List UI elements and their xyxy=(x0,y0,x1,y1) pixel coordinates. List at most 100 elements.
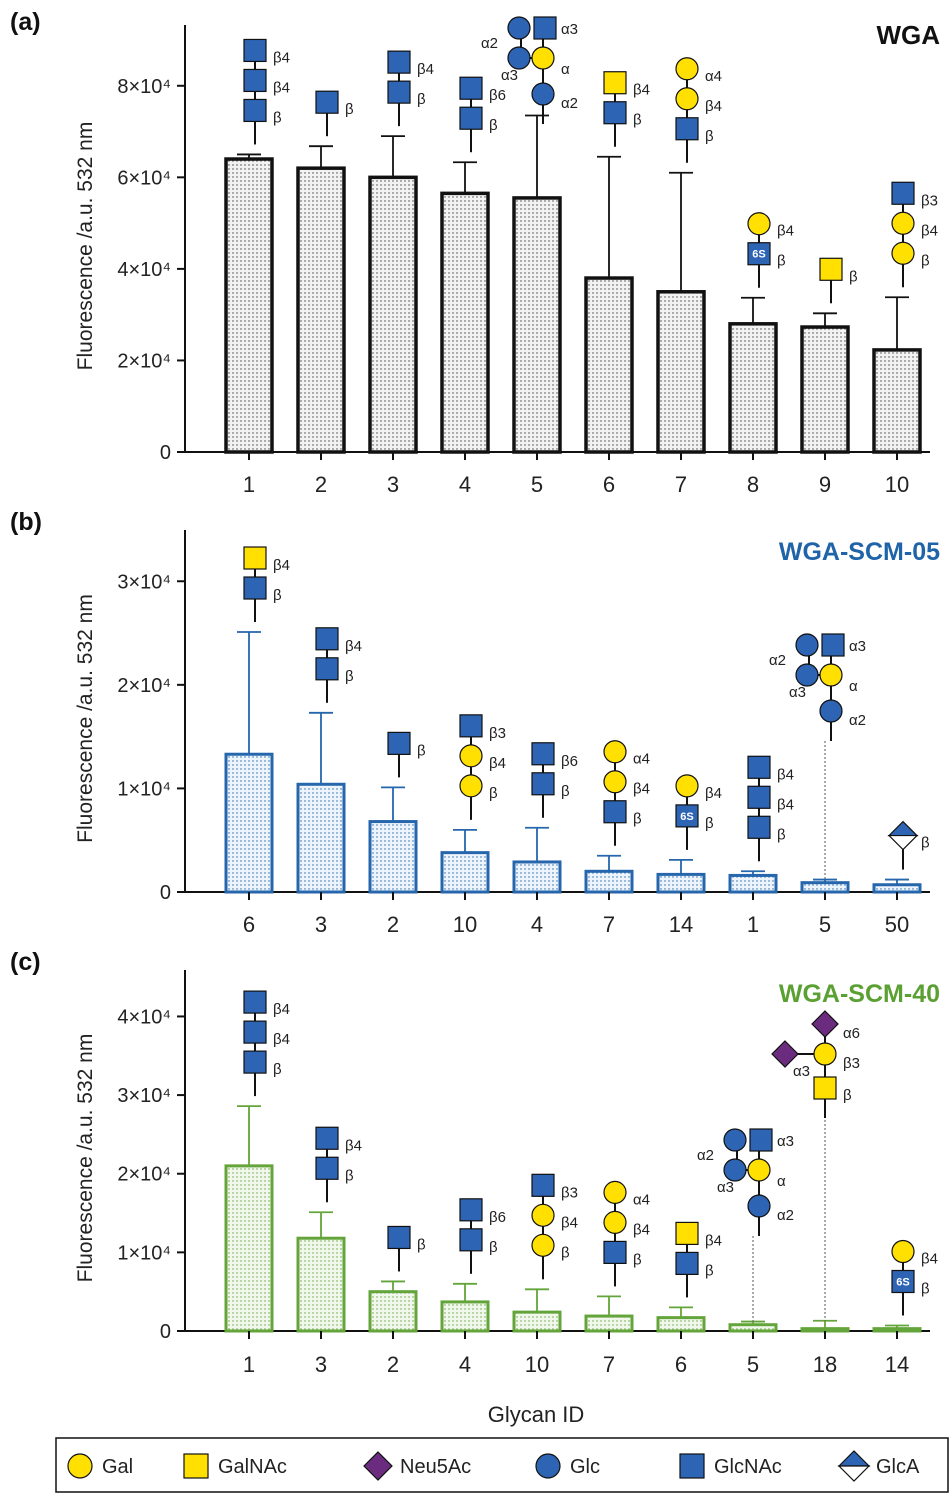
chart-title: WGA-SCM-05 xyxy=(779,538,940,566)
legend: Gal GalNAc Neu5Ac Glc GlcNAc GlcA xyxy=(55,1437,949,1493)
bar xyxy=(440,1300,490,1333)
linkage-label: β4 xyxy=(777,223,794,240)
x-tick-label: 2 xyxy=(387,1352,399,1377)
y-tick-label: 3×10⁴ xyxy=(117,571,171,593)
glcnac-icon xyxy=(603,101,627,125)
linkage-label: β4 xyxy=(273,1001,290,1018)
bar xyxy=(512,860,562,894)
galnac-icon xyxy=(675,1221,699,1246)
gal-icon xyxy=(675,87,699,111)
glc-icon xyxy=(507,46,531,70)
x-tick-label: 8 xyxy=(747,472,759,497)
glcnac-6s-icon xyxy=(747,242,771,266)
linkage-label: β xyxy=(273,1061,282,1078)
glcnac-icon xyxy=(459,714,483,738)
glycan-structure: β6 β xyxy=(459,1198,506,1274)
bar xyxy=(368,175,418,454)
bar xyxy=(368,820,418,894)
linkage-label: β4 xyxy=(345,638,362,655)
glcnac-icon xyxy=(315,657,339,681)
linkage-label: β6 xyxy=(561,753,578,770)
bar xyxy=(656,1316,706,1333)
bar xyxy=(512,1310,562,1333)
glc-icon xyxy=(795,663,819,687)
glycan-structure: β4 β xyxy=(243,546,290,623)
linkage-label: α4 xyxy=(633,751,650,768)
linkage-label: α2 xyxy=(849,712,866,729)
glycan-structure: β xyxy=(387,1225,426,1272)
bar xyxy=(440,191,490,454)
linkage-label: β4 xyxy=(273,79,290,96)
glcnac-icon xyxy=(531,1173,555,1197)
bar xyxy=(872,1327,922,1333)
chart-title: WGA xyxy=(876,20,940,50)
glcnac-icon xyxy=(749,1128,773,1152)
linkage-label: β xyxy=(921,1280,930,1297)
glycan-structure: β4 β4 β xyxy=(747,755,794,862)
linkage-label: β3 xyxy=(489,725,506,742)
glcnac-icon xyxy=(243,990,267,1014)
x-tick-label: 7 xyxy=(675,472,687,497)
glcnac-icon xyxy=(387,50,411,74)
y-tick-label: 0 xyxy=(160,442,171,464)
glycan-structure: β4 β xyxy=(387,50,434,127)
bar xyxy=(728,873,778,894)
linkage-label: β4 xyxy=(345,1137,362,1154)
bar xyxy=(368,1290,418,1333)
linkage-label: β xyxy=(777,253,786,270)
gal-icon xyxy=(603,1210,627,1235)
linkage-label: β xyxy=(921,835,930,852)
linkage-label: β4 xyxy=(273,49,290,66)
glcnac-icon xyxy=(747,755,771,779)
glcnac-icon xyxy=(387,80,411,104)
glycan-structure: α4 β4 β xyxy=(675,57,722,163)
x-tick-label: 18 xyxy=(813,1352,837,1377)
legend-label-galnac: GalNAc xyxy=(218,1456,287,1478)
y-tick-label: 8×10⁴ xyxy=(117,76,171,98)
glycan-structure: β4 β4 β xyxy=(243,990,290,1097)
x-tick-label: 10 xyxy=(885,472,909,497)
linkage-label: β3 xyxy=(921,192,938,209)
linkage-label: α2 xyxy=(561,95,578,112)
glca-icon xyxy=(887,820,919,837)
glcnac-icon xyxy=(387,731,411,755)
linkage-label: α3 xyxy=(717,1179,734,1196)
bar xyxy=(872,348,922,454)
y-axis-label: Fluorescence /a.u. 532 nm xyxy=(74,594,97,843)
chart-panel-1: (b) WGA-SCM-05 0 1×10⁴ 2×10⁴ 3×10⁴ Fluorescenc… xyxy=(10,508,940,937)
linkage-label: α3 xyxy=(777,1133,794,1150)
glycan-structure: β xyxy=(315,90,354,137)
glycan-structure: β4 β xyxy=(675,1221,722,1298)
linkage-label: β4 xyxy=(273,557,290,574)
glcnac-icon xyxy=(675,117,699,141)
x-tick-label: 3 xyxy=(387,472,399,497)
panel-letter: (c) xyxy=(10,948,41,976)
linkage-label: β xyxy=(273,109,282,126)
linkage-label: β xyxy=(345,1167,354,1184)
bar xyxy=(800,881,850,894)
glcnac-icon xyxy=(533,16,557,40)
y-tick-label: 4×10⁴ xyxy=(117,1006,171,1028)
linkage-label: α xyxy=(561,61,570,78)
linkage-label: β4 xyxy=(633,82,650,99)
glc-icon xyxy=(507,16,531,40)
glycan-structure: β xyxy=(387,731,426,778)
x-tick-label: 14 xyxy=(669,912,693,937)
x-tick-label: 5 xyxy=(531,472,543,497)
gal-icon xyxy=(603,1180,627,1205)
glcnac-icon xyxy=(315,627,339,651)
glcnac-icon xyxy=(675,1251,699,1276)
x-tick-label: 4 xyxy=(531,912,543,937)
linkage-label: α xyxy=(777,1173,786,1190)
x-tick-label: 3 xyxy=(315,1352,327,1377)
gal-icon xyxy=(603,740,627,764)
linkage-label: β4 xyxy=(921,222,938,239)
linkage-label: β4 xyxy=(777,796,794,813)
linkage-label: β xyxy=(921,252,930,269)
bar xyxy=(224,752,274,894)
x-tick-label: 14 xyxy=(885,1352,909,1377)
